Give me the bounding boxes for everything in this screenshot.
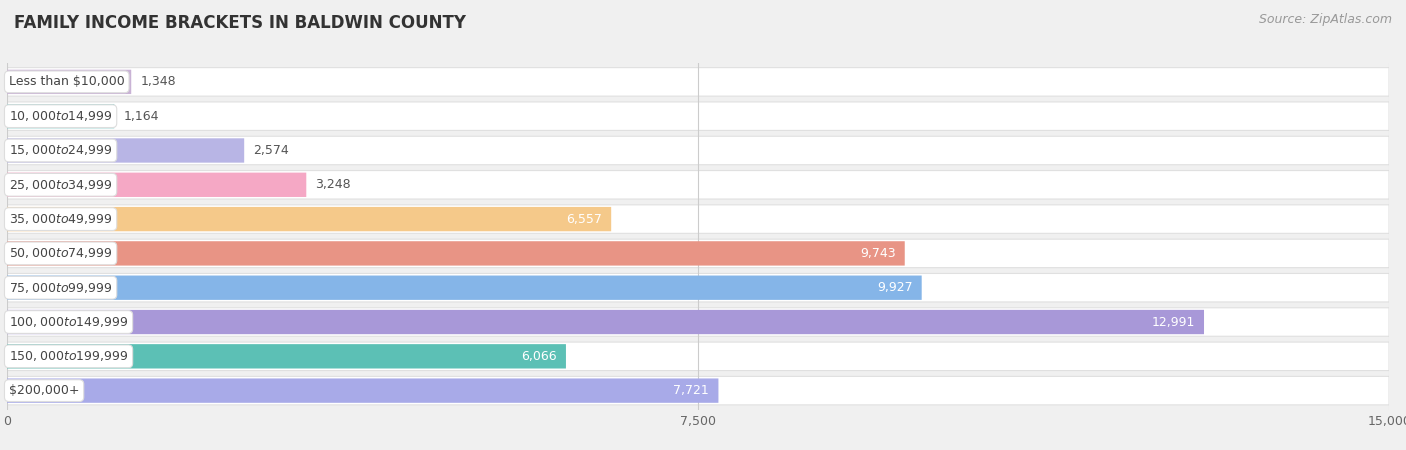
Text: 12,991: 12,991: [1152, 315, 1195, 328]
FancyBboxPatch shape: [7, 376, 1389, 405]
Text: $25,000 to $34,999: $25,000 to $34,999: [8, 178, 112, 192]
FancyBboxPatch shape: [7, 205, 1389, 234]
Text: 7,721: 7,721: [673, 384, 709, 397]
FancyBboxPatch shape: [7, 138, 245, 162]
Text: 1,348: 1,348: [141, 75, 176, 88]
Text: FAMILY INCOME BRACKETS IN BALDWIN COUNTY: FAMILY INCOME BRACKETS IN BALDWIN COUNTY: [14, 14, 465, 32]
FancyBboxPatch shape: [7, 70, 131, 94]
Text: 6,066: 6,066: [522, 350, 557, 363]
Text: $75,000 to $99,999: $75,000 to $99,999: [8, 281, 112, 295]
Text: 3,248: 3,248: [315, 178, 352, 191]
Text: 6,557: 6,557: [567, 212, 602, 225]
FancyBboxPatch shape: [7, 274, 1389, 302]
FancyBboxPatch shape: [7, 275, 922, 300]
FancyBboxPatch shape: [7, 378, 718, 403]
FancyBboxPatch shape: [7, 310, 1204, 334]
FancyBboxPatch shape: [7, 239, 1389, 268]
Text: $200,000+: $200,000+: [8, 384, 79, 397]
FancyBboxPatch shape: [7, 104, 114, 128]
Text: $10,000 to $14,999: $10,000 to $14,999: [8, 109, 112, 123]
Text: $15,000 to $24,999: $15,000 to $24,999: [8, 144, 112, 158]
FancyBboxPatch shape: [7, 308, 1389, 336]
FancyBboxPatch shape: [7, 344, 567, 369]
Text: 1,164: 1,164: [124, 110, 159, 123]
Text: Source: ZipAtlas.com: Source: ZipAtlas.com: [1258, 14, 1392, 27]
Text: $100,000 to $149,999: $100,000 to $149,999: [8, 315, 128, 329]
Text: 9,743: 9,743: [860, 247, 896, 260]
Text: $150,000 to $199,999: $150,000 to $199,999: [8, 349, 128, 363]
Text: 9,927: 9,927: [877, 281, 912, 294]
FancyBboxPatch shape: [7, 173, 307, 197]
FancyBboxPatch shape: [7, 207, 612, 231]
Text: $50,000 to $74,999: $50,000 to $74,999: [8, 247, 112, 261]
FancyBboxPatch shape: [7, 136, 1389, 165]
FancyBboxPatch shape: [7, 241, 904, 266]
FancyBboxPatch shape: [7, 171, 1389, 199]
FancyBboxPatch shape: [7, 68, 1389, 96]
Text: $35,000 to $49,999: $35,000 to $49,999: [8, 212, 112, 226]
FancyBboxPatch shape: [7, 102, 1389, 130]
FancyBboxPatch shape: [7, 342, 1389, 370]
Text: 2,574: 2,574: [253, 144, 290, 157]
Text: Less than $10,000: Less than $10,000: [8, 75, 125, 88]
